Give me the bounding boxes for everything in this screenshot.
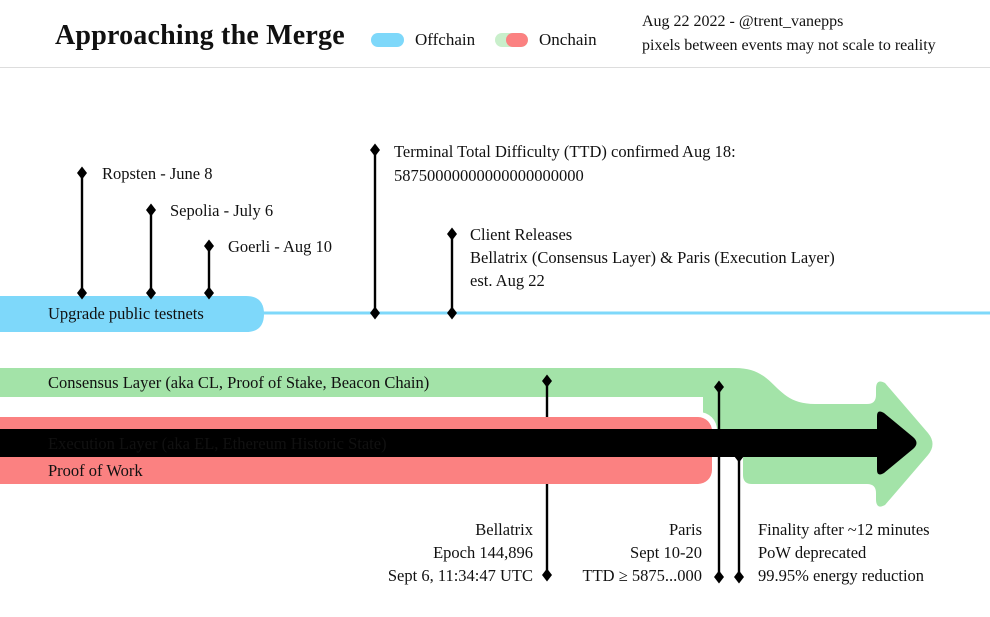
- paris-marker: [714, 380, 724, 584]
- credit-line1: Aug 22 2022 - @trent_vanepps: [642, 13, 844, 30]
- execution-bar-label: Execution Layer (aka EL, Ethereum Histor…: [48, 434, 387, 453]
- ttd-label-line2: 58750000000000000000000: [394, 166, 584, 185]
- client-releases-marker: [447, 227, 457, 320]
- band-gap: [0, 397, 703, 417]
- sepolia-top-diamond: [146, 203, 156, 217]
- sepolia-label: Sepolia - July 6: [170, 201, 273, 220]
- paris-text-block: Paris Sept 10-20 TTD ≥ 5875...000: [582, 520, 702, 585]
- client-label-line3: est. Aug 22: [470, 271, 545, 290]
- finality-line1: Finality after ~12 minutes: [758, 520, 930, 539]
- finality-marker: [734, 449, 744, 584]
- ropsten-label: Ropsten - June 8: [102, 164, 212, 183]
- client-label-line2: Bellatrix (Consensus Layer) & Paris (Exe…: [470, 248, 835, 267]
- pow-bar-label: Proof of Work: [48, 461, 143, 480]
- legend-offchain: Offchain: [371, 30, 475, 50]
- credits: Aug 22 2022 - @trent_vanepps pixels betw…: [642, 10, 936, 58]
- bellatrix-text-block: Bellatrix Epoch 144,896 Sept 6, 11:34:47…: [388, 520, 534, 585]
- paris-line2: Sept 10-20: [630, 543, 702, 562]
- paris-line1: Paris: [669, 520, 702, 539]
- goerli-marker: [204, 239, 214, 300]
- page-title: Approaching the Merge: [55, 20, 345, 51]
- client-label-line1: Client Releases: [470, 225, 572, 244]
- consensus-bar-label: Consensus Layer (aka CL, Proof of Stake,…: [48, 373, 429, 392]
- legend-onchain: Onchain: [495, 30, 597, 50]
- finality-text-block: Finality after ~12 minutes PoW deprecate…: [758, 520, 930, 585]
- paris-line3: TTD ≥ 5875...000: [582, 566, 702, 585]
- bellatrix-line3: Sept 6, 11:34:47 UTC: [388, 566, 533, 585]
- ropsten-marker: [77, 166, 87, 300]
- ttd-marker: [370, 143, 380, 320]
- finality-bottom-diamond: [734, 570, 744, 584]
- onchain-swatch-red: [506, 33, 528, 47]
- offchain-swatch-icon: [371, 33, 404, 47]
- onchain-label: Onchain: [539, 30, 597, 49]
- offchain-line: [262, 311, 990, 315]
- client-top-diamond: [447, 227, 457, 241]
- sepolia-marker: [146, 203, 156, 300]
- testnet-bar-label: Upgrade public testnets: [48, 304, 204, 323]
- header: Approaching the Merge Offchain Onchain A…: [0, 0, 990, 68]
- onchain-swatch-icon: [495, 33, 528, 47]
- ropsten-top-diamond: [77, 166, 87, 180]
- finality-line3: 99.95% energy reduction: [758, 566, 924, 585]
- bellatrix-line2: Epoch 144,896: [433, 543, 533, 562]
- ttd-label-line1: Terminal Total Difficulty (TTD) confirme…: [394, 142, 736, 161]
- ttd-bottom-diamond: [370, 306, 380, 320]
- ttd-top-diamond: [370, 143, 380, 157]
- credit-line2: pixels between events may not scale to r…: [642, 37, 936, 54]
- client-bottom-diamond: [447, 306, 457, 320]
- goerli-label: Goerli - Aug 10: [228, 237, 332, 256]
- bellatrix-line1: Bellatrix: [475, 520, 533, 539]
- offchain-label: Offchain: [415, 30, 476, 49]
- finality-line2: PoW deprecated: [758, 543, 867, 562]
- bellatrix-bottom-diamond: [542, 568, 552, 582]
- paris-bottom-diamond: [714, 570, 724, 584]
- execution-layer-arrow: [0, 411, 917, 475]
- goerli-top-diamond: [204, 239, 214, 253]
- testnet-bar: [0, 296, 264, 332]
